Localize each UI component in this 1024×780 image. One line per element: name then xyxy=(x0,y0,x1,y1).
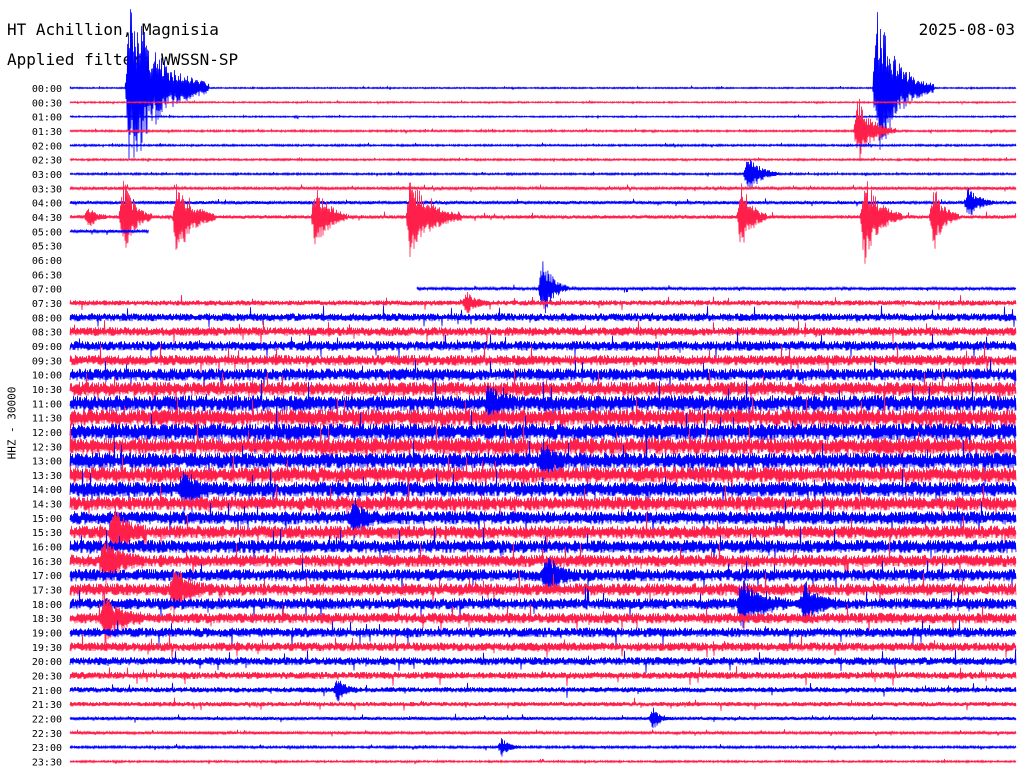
row-label-2200: 22:00 xyxy=(32,715,62,726)
trace-row-2330 xyxy=(69,758,1017,765)
trace-row-1500 xyxy=(69,497,1017,547)
row-label-1330: 13:30 xyxy=(32,471,62,482)
trace-row-1830 xyxy=(69,592,1017,645)
row-label-0630: 06:30 xyxy=(32,270,62,281)
row-label-1400: 14:00 xyxy=(32,485,62,496)
row-label-2100: 21:00 xyxy=(32,686,62,697)
row-label-2330: 23:30 xyxy=(32,758,62,769)
trace-row-1900 xyxy=(69,619,1017,648)
row-label-0700: 07:00 xyxy=(32,285,62,296)
row-label-0300: 03:00 xyxy=(32,170,62,181)
trace-row-1200 xyxy=(69,407,1017,458)
row-label-1730: 17:30 xyxy=(32,586,62,597)
trace-row-1530 xyxy=(69,505,1017,555)
trace-row-1330 xyxy=(69,455,1017,499)
trace-row-2000 xyxy=(69,649,1017,673)
trace-row-0100 xyxy=(69,114,1017,120)
row-label-2300: 23:00 xyxy=(32,743,62,754)
trace-row-0900 xyxy=(69,331,1017,360)
trace-row-2230 xyxy=(69,729,1017,737)
trace-row-2030 xyxy=(69,666,1017,687)
row-label-0900: 09:00 xyxy=(32,342,62,353)
row-label-0130: 01:30 xyxy=(32,127,62,138)
trace-row-0730 xyxy=(69,291,1017,314)
row-label-2130: 21:30 xyxy=(32,700,62,711)
row-label-1830: 18:30 xyxy=(32,614,62,625)
row-label-0230: 02:30 xyxy=(32,156,62,167)
trace-row-2300 xyxy=(69,738,1017,757)
row-label-0830: 08:30 xyxy=(32,328,62,339)
trace-row-1130 xyxy=(69,394,1017,441)
row-label-0930: 09:30 xyxy=(32,356,62,367)
trace-row-0800 xyxy=(69,305,1017,328)
trace-row-0830 xyxy=(69,319,1017,345)
row-label-1430: 14:30 xyxy=(32,500,62,511)
trace-row-0930 xyxy=(69,344,1017,375)
row-label-1930: 19:30 xyxy=(32,643,62,654)
trace-row-1800 xyxy=(69,579,1017,629)
row-label-0030: 00:30 xyxy=(32,98,62,109)
row-label-0430: 04:30 xyxy=(32,213,62,224)
plot-date: 2025-08-03 xyxy=(918,20,1015,39)
trace-row-1300 xyxy=(69,438,1017,485)
row-label-1100: 11:00 xyxy=(32,399,62,410)
trace-row-2130 xyxy=(69,697,1017,711)
trace-row-0230 xyxy=(69,157,1017,163)
row-label-1630: 16:30 xyxy=(32,557,62,568)
row-labels: 00:00 00:30 01:00 01:30 02:00 02:30 03:00 03:30… xyxy=(32,84,62,769)
trace-row-1000 xyxy=(69,359,1017,392)
trace-row-1700 xyxy=(69,557,1017,595)
trace-row-0300 xyxy=(69,159,1017,189)
trace-row-1600 xyxy=(69,526,1017,567)
trace-row-0700 xyxy=(416,261,1017,314)
row-label-1900: 19:00 xyxy=(32,629,62,640)
row-label-0800: 08:00 xyxy=(32,313,62,324)
row-label-2230: 22:30 xyxy=(32,729,62,740)
row-label-1030: 10:30 xyxy=(32,385,62,396)
row-label-1530: 15:30 xyxy=(32,528,62,539)
row-label-0330: 03:30 xyxy=(32,184,62,195)
row-label-1200: 12:00 xyxy=(32,428,62,439)
trace-row-0500 xyxy=(69,228,149,235)
trace-row-1100 xyxy=(69,379,1017,425)
row-label-1800: 18:00 xyxy=(32,600,62,611)
trace-row-0330 xyxy=(69,184,1017,192)
row-label-0200: 02:00 xyxy=(32,141,62,152)
row-label-0530: 05:30 xyxy=(32,242,62,253)
trace-row-0130 xyxy=(69,98,1017,161)
trace-row-1430 xyxy=(69,484,1017,525)
row-label-1300: 13:00 xyxy=(32,457,62,468)
trace-row-0430 xyxy=(69,180,1017,264)
row-label-0100: 01:00 xyxy=(32,113,62,124)
trace-row-1930 xyxy=(69,634,1017,658)
row-label-0730: 07:30 xyxy=(32,299,62,310)
trace-row-0000 xyxy=(69,9,1017,160)
seismic-traces xyxy=(69,9,1017,765)
trace-row-0030 xyxy=(69,99,1017,106)
row-label-0000: 00:00 xyxy=(32,84,62,95)
trace-row-1630 xyxy=(69,540,1017,585)
row-label-0500: 05:00 xyxy=(32,227,62,238)
trace-row-0400 xyxy=(69,188,1017,216)
row-label-1130: 11:30 xyxy=(32,414,62,425)
row-label-0600: 06:00 xyxy=(32,256,62,267)
row-label-1500: 15:00 xyxy=(32,514,62,525)
trace-row-2200 xyxy=(69,707,1017,729)
station-title: HT Achillion, Magnisia xyxy=(7,20,219,39)
filter-label: Applied filter: WWSSN-SP xyxy=(7,50,239,69)
trace-row-2100 xyxy=(69,680,1017,702)
row-label-1000: 10:00 xyxy=(32,371,62,382)
row-label-1230: 12:30 xyxy=(32,442,62,453)
row-label-2030: 20:30 xyxy=(32,672,62,683)
trace-row-1730 xyxy=(69,570,1017,615)
trace-row-1400 xyxy=(69,467,1017,516)
row-label-0400: 04:00 xyxy=(32,199,62,210)
trace-row-0200 xyxy=(69,142,1017,149)
row-label-1700: 17:00 xyxy=(32,571,62,582)
row-label-1600: 16:00 xyxy=(32,543,62,554)
row-label-2000: 20:00 xyxy=(32,657,62,668)
